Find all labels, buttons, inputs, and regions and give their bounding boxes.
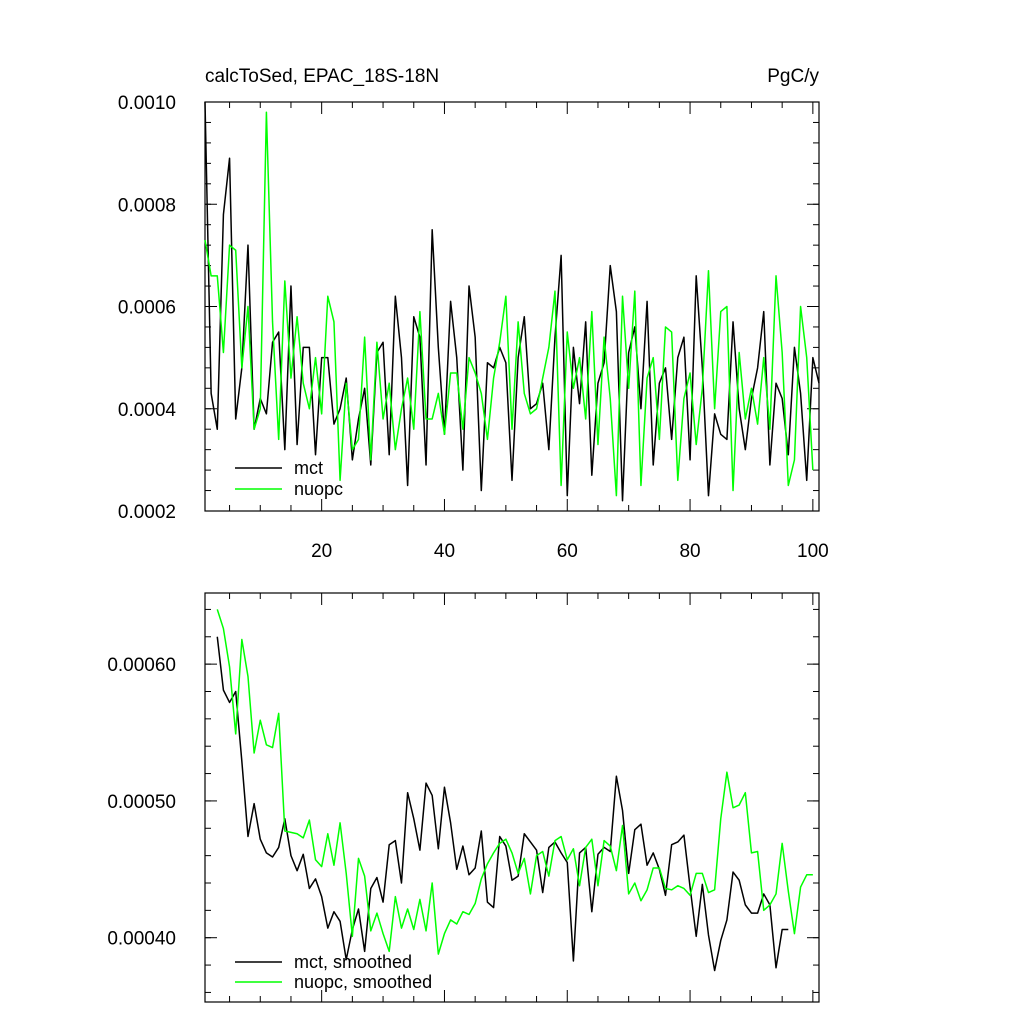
bottom-plot-frame (204, 592, 820, 1003)
series-line-nuopc (204, 111, 814, 497)
y-tick-label: 0.00040 (107, 929, 176, 950)
y-tick-label: 0.0008 (118, 195, 176, 216)
top-panel: calcToSed, EPAC_18S-18N PgC/y 0.0002 0.00… (118, 66, 829, 562)
y-tick-label: 0.0010 (118, 93, 176, 114)
series-line-mct (204, 101, 820, 502)
top-chart-title-left: calcToSed, EPAC_18S-18N (205, 66, 439, 87)
y-tick-label: 0.00060 (107, 655, 176, 676)
x-tick-label: 20 (311, 541, 332, 562)
legend-nuopc-label: nuopc (294, 479, 343, 499)
bottom-legend: mct, smoothed nuopc, smoothed (235, 952, 432, 992)
legend-nuopc-smoothed-label: nuopc, smoothed (294, 972, 432, 992)
top-chart-title-right: PgC/y (767, 66, 819, 87)
top-legend: mct nuopc (235, 458, 343, 499)
x-tick-label: 60 (557, 541, 578, 562)
series-line-mct-smoothed (216, 636, 789, 972)
y-tick-label: 0.0004 (118, 400, 177, 421)
legend-mct-label: mct (294, 458, 323, 478)
legend-mct-smoothed-label: mct, smoothed (294, 952, 412, 972)
bottom-panel: 0.00040 0.00050 0.00060 mct, smoothed nuop… (107, 592, 820, 1003)
bottom-series-group (216, 609, 813, 972)
x-tick-label: 40 (434, 541, 455, 562)
series-line-nuopc-smoothed (216, 609, 813, 955)
y-tick-label: 0.00050 (107, 792, 176, 813)
top-series-group (204, 101, 820, 502)
y-tick-label: 0.0006 (118, 298, 176, 319)
bottom-axis-ticks: 0.00040 0.00050 0.00060 (107, 593, 819, 1002)
y-tick-label: 0.0002 (118, 502, 176, 523)
x-tick-label: 80 (679, 541, 700, 562)
x-tick-label: 100 (797, 541, 829, 562)
